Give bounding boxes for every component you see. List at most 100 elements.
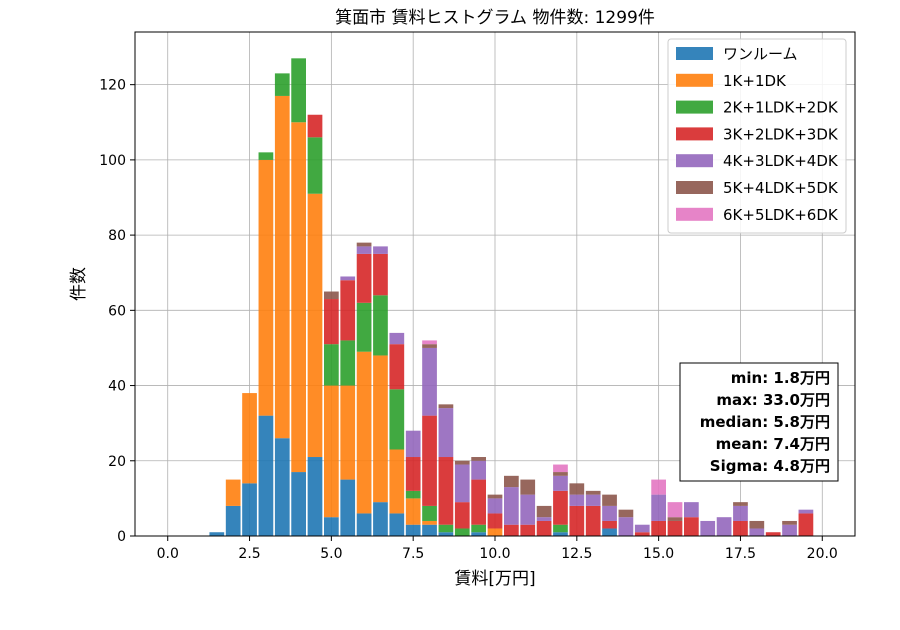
bar-segment-0 xyxy=(242,483,257,536)
bar-segment-4 xyxy=(716,517,732,536)
bar-segment-0 xyxy=(373,502,388,536)
legend-swatch xyxy=(676,181,713,194)
bar-segment-5 xyxy=(487,494,503,499)
bar-segment-5 xyxy=(569,483,585,495)
bar-segment-4 xyxy=(798,509,814,514)
legend-label: 3K+2LDK+3DK xyxy=(723,125,839,143)
bar-segment-1 xyxy=(487,528,503,536)
stats-line: min: 1.8万円 xyxy=(731,369,830,387)
legend-label: 4K+3LDK+4DK xyxy=(723,152,839,170)
bar-segment-4 xyxy=(684,502,699,518)
x-axis-ticks: 0.0 2.5 5.0 7.5 10.0 12.5 15.0 17.5 20.0 xyxy=(157,536,838,562)
bar-segment-6 xyxy=(667,502,683,518)
bar-segment-3 xyxy=(602,520,617,529)
bar-segment-1 xyxy=(340,385,356,480)
bar-segment-5 xyxy=(536,505,552,518)
bar-segment-1 xyxy=(373,355,388,503)
bar-segment-4 xyxy=(733,505,748,521)
x-tick-label: 7.5 xyxy=(402,546,424,562)
bar-segment-4 xyxy=(651,494,666,521)
bar-segment-0 xyxy=(422,524,437,536)
bar-segment-1 xyxy=(389,449,405,514)
bar-segment-4 xyxy=(749,528,765,536)
x-tick-label: 12.5 xyxy=(561,546,592,562)
bar-segment-3 xyxy=(585,505,601,536)
bar-segment-0 xyxy=(602,528,617,536)
chart-title: 箕面市 賃料ヒストグラム 物件数: 1299件 xyxy=(335,8,655,28)
y-axis-title: 件数 xyxy=(69,267,89,301)
bar-segment-1 xyxy=(242,393,257,484)
x-tick-label: 15.0 xyxy=(643,546,674,562)
legend-label: 2K+1LDK+2DK xyxy=(723,99,839,117)
bar-segment-4 xyxy=(373,246,388,254)
bar-segment-4 xyxy=(618,517,634,536)
legend-label: 6K+5LDK+6DK xyxy=(723,206,839,224)
bar-segment-5 xyxy=(324,291,339,300)
legend: ワンルーム 1K+1DK 2K+1LDK+2DK 3K+2LDK+3DK 4K+3LDK… xyxy=(667,38,847,234)
bar-segment-3 xyxy=(684,517,699,536)
bar-segment-3 xyxy=(553,490,568,525)
bar-segment-4 xyxy=(454,464,470,503)
bar-segment-4 xyxy=(405,430,421,458)
y-tick-label: 0 xyxy=(117,529,126,545)
bar-segment-1 xyxy=(405,498,421,525)
bar-segment-3 xyxy=(634,532,650,536)
bar-segment-3 xyxy=(520,524,536,536)
bar-stack-layer xyxy=(209,58,814,536)
bar-segment-4 xyxy=(340,276,356,281)
x-tick-label: 2.5 xyxy=(238,546,260,562)
bar-segment-6 xyxy=(422,340,437,345)
bar-segment-2 xyxy=(291,58,306,123)
bar-segment-4 xyxy=(471,460,486,480)
bar-segment-0 xyxy=(471,532,486,536)
bar-segment-2 xyxy=(258,152,274,160)
legend-swatch xyxy=(676,73,713,87)
y-tick-label: 60 xyxy=(108,303,126,319)
bar-segment-4 xyxy=(389,332,405,345)
bar-segment-4 xyxy=(585,494,601,506)
bar-segment-1 xyxy=(422,520,437,525)
legend-label: ワンルーム xyxy=(723,45,798,63)
y-tick-label: 120 xyxy=(99,78,126,94)
legend-label: 1K+1DK xyxy=(723,72,787,90)
bar-segment-3 xyxy=(667,520,683,536)
x-tick-label: 20.0 xyxy=(807,546,838,562)
bar-segment-4 xyxy=(356,246,372,254)
bar-segment-2 xyxy=(324,344,339,386)
bar-segment-5 xyxy=(553,472,568,476)
bar-segment-5 xyxy=(602,494,617,506)
bar-segment-0 xyxy=(553,532,568,536)
bar-segment-5 xyxy=(667,517,683,521)
bar-segment-4 xyxy=(520,494,536,525)
bar-segment-2 xyxy=(373,295,388,356)
bar-segment-1 xyxy=(274,95,290,439)
bar-segment-3 xyxy=(536,520,552,536)
bar-segment-0 xyxy=(209,532,225,536)
bar-segment-0 xyxy=(405,524,421,536)
bar-segment-5 xyxy=(618,509,634,518)
bar-segment-2 xyxy=(340,340,356,386)
x-tick-label: 5.0 xyxy=(320,546,342,562)
bar-segment-5 xyxy=(782,520,797,525)
y-tick-label: 20 xyxy=(108,454,126,470)
bar-segment-4 xyxy=(634,524,650,533)
bar-segment-2 xyxy=(471,524,486,533)
bar-segment-0 xyxy=(356,513,372,536)
x-axis-title: 賃料[万円] xyxy=(454,569,535,589)
bar-segment-1 xyxy=(225,479,241,506)
bar-segment-3 xyxy=(733,520,748,536)
bar-segment-4 xyxy=(504,487,519,525)
bar-segment-6 xyxy=(651,479,666,495)
bar-segment-5 xyxy=(471,457,486,461)
bar-segment-5 xyxy=(422,344,437,348)
bar-segment-3 xyxy=(307,114,323,138)
legend-swatch xyxy=(676,47,713,60)
y-axis-ticks: 0 20 40 60 80 100 120 xyxy=(99,78,135,545)
bar-segment-3 xyxy=(471,479,486,525)
stats-annotation: min: 1.8万円 max: 33.0万円 median: 5.8万円 mean: … xyxy=(679,362,839,482)
x-tick-label: 17.5 xyxy=(725,546,756,562)
bar-segment-3 xyxy=(356,253,372,303)
bar-segment-3 xyxy=(454,502,470,529)
stats-box xyxy=(679,362,839,482)
bar-segment-2 xyxy=(356,302,372,352)
